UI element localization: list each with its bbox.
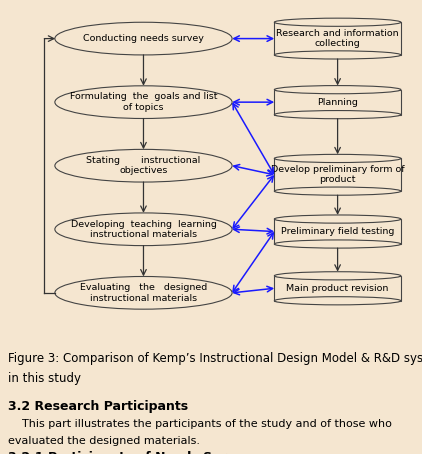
- Text: Preliminary field testing: Preliminary field testing: [281, 227, 394, 236]
- Text: Research and information
collecting: Research and information collecting: [276, 29, 399, 48]
- Ellipse shape: [274, 51, 401, 59]
- Ellipse shape: [55, 149, 232, 182]
- Ellipse shape: [55, 276, 232, 309]
- Ellipse shape: [55, 22, 232, 55]
- Text: Planning: Planning: [317, 98, 358, 107]
- Ellipse shape: [274, 154, 401, 163]
- Ellipse shape: [274, 85, 401, 94]
- Text: Develop preliminary form of
product: Develop preliminary form of product: [271, 165, 404, 184]
- FancyBboxPatch shape: [274, 276, 401, 301]
- Ellipse shape: [55, 213, 232, 246]
- FancyBboxPatch shape: [274, 158, 401, 191]
- Text: 3.2 Research Participants: 3.2 Research Participants: [8, 400, 189, 413]
- Ellipse shape: [274, 297, 401, 305]
- Ellipse shape: [274, 18, 401, 26]
- Ellipse shape: [274, 271, 401, 280]
- Text: Main product revision: Main product revision: [287, 284, 389, 293]
- Text: in this study: in this study: [8, 372, 81, 385]
- Ellipse shape: [274, 187, 401, 195]
- Text: This part illustrates the participants of the study and of those who: This part illustrates the participants o…: [8, 419, 392, 429]
- Text: 3.2.1 Participants of Needs Survey: 3.2.1 Participants of Needs Survey: [8, 451, 252, 454]
- Ellipse shape: [55, 86, 232, 118]
- Text: Stating       instructional
objectives: Stating instructional objectives: [87, 156, 200, 175]
- Text: Formulating  the  goals and list
of topics: Formulating the goals and list of topics: [70, 93, 217, 112]
- Ellipse shape: [274, 215, 401, 223]
- Text: Figure 3: Comparison of Kemp’s Instructional Design Model & R&D system used: Figure 3: Comparison of Kemp’s Instructi…: [8, 352, 422, 365]
- Text: evaluated the designed materials.: evaluated the designed materials.: [8, 436, 200, 446]
- Text: Developing  teaching  learning
instructional materials: Developing teaching learning instruction…: [70, 220, 216, 239]
- FancyBboxPatch shape: [274, 89, 401, 114]
- Text: Conducting needs survey: Conducting needs survey: [83, 34, 204, 43]
- FancyBboxPatch shape: [274, 219, 401, 244]
- Ellipse shape: [274, 240, 401, 248]
- Text: Evaluating   the   designed
instructional materials: Evaluating the designed instructional ma…: [80, 283, 207, 302]
- FancyBboxPatch shape: [274, 22, 401, 55]
- Ellipse shape: [274, 110, 401, 118]
